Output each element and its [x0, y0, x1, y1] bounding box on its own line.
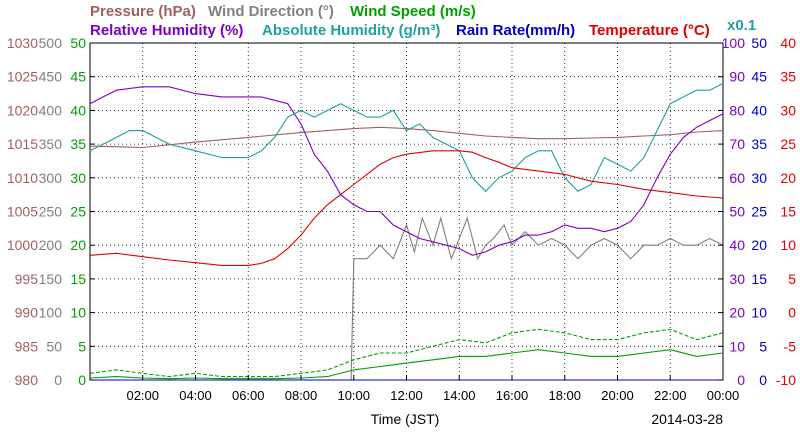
y-tick-label: 30: [729, 271, 745, 287]
y-tick-label: 25: [780, 136, 796, 152]
x-tick-label: 00:00: [707, 388, 740, 403]
y-tick-label: 5: [759, 338, 767, 354]
y-tick-label: 990: [15, 305, 39, 321]
y-tick-label: 20: [729, 305, 745, 321]
y-tick-label: 35: [70, 136, 86, 152]
legend-title: Temperature (°C): [589, 22, 710, 39]
x-tick-label: 20:00: [601, 388, 634, 403]
y-tick-label: 35: [751, 136, 767, 152]
y-tick-label: 1030: [7, 35, 38, 51]
y-tick-label: 0: [788, 305, 796, 321]
legend-title: Wind Speed (m/s): [350, 3, 476, 20]
series-line: [89, 150, 724, 266]
y-tick-label: 50: [751, 35, 767, 51]
y-tick-label: 0: [737, 372, 745, 388]
y-tick-label: 20: [70, 237, 86, 253]
legend-title: Wind Direction (°): [208, 3, 334, 20]
x-tick-label: 16:00: [496, 388, 529, 403]
axes: 9809859909951000100510101015102010251030…: [7, 35, 796, 427]
y-tick-label: 90: [729, 69, 745, 85]
legend-title: Relative Humidity (%): [90, 22, 243, 39]
x-tick-label: 06:00: [232, 388, 265, 403]
y-tick-label: 15: [70, 271, 86, 287]
x-tick-label: 10:00: [337, 388, 370, 403]
y-tick-label: 45: [70, 69, 86, 85]
y-tick-label: 5: [78, 338, 86, 354]
y-tick-label: 10: [729, 338, 745, 354]
y-tick-label: 60: [729, 170, 745, 186]
y-tick-label: 1000: [7, 237, 38, 253]
y-tick-label: 50: [46, 338, 62, 354]
y-tick-label: 40: [751, 102, 767, 118]
series-line: [89, 328, 724, 378]
legend-title: Rain Rate(mm/h): [456, 22, 575, 39]
y-tick-label: 450: [39, 69, 63, 85]
y-tick-label: 100: [39, 305, 63, 321]
y-tick-label: 20: [751, 237, 767, 253]
y-tick-label: 15: [780, 204, 796, 220]
y-tick-label: 0: [78, 372, 86, 388]
legend-title: Absolute Humidity (g/m³): [262, 22, 440, 39]
y-tick-label: 40: [70, 102, 86, 118]
y-tick-label: 10: [751, 305, 767, 321]
y-tick-label: 20: [780, 170, 796, 186]
rain-scale-note: x0.1: [727, 17, 756, 34]
y-tick-label: 50: [70, 35, 86, 51]
y-tick-label: 40: [780, 35, 796, 51]
y-tick-label: 10: [780, 237, 796, 253]
y-tick-label: 400: [39, 102, 63, 118]
x-tick-label: 22:00: [654, 388, 687, 403]
y-tick-label: 350: [39, 136, 63, 152]
date-label: 2014-03-28: [651, 411, 723, 427]
series-line: [90, 216, 724, 381]
y-tick-label: 10: [70, 305, 86, 321]
series-line: [89, 86, 724, 256]
y-tick-label: 40: [729, 237, 745, 253]
y-tick-label: 995: [15, 271, 39, 287]
y-tick-label: 5: [788, 271, 796, 287]
y-tick-label: 35: [780, 69, 796, 85]
y-tick-label: 0: [54, 372, 62, 388]
y-tick-label: 1015: [7, 136, 38, 152]
y-tick-label: 150: [39, 271, 63, 287]
y-tick-label: 980: [15, 372, 39, 388]
y-tick-label: 30: [751, 170, 767, 186]
x-tick-label: 14:00: [443, 388, 476, 403]
y-tick-label: 70: [729, 136, 745, 152]
y-tick-label: 1020: [7, 102, 38, 118]
y-tick-label: -5: [784, 338, 797, 354]
y-tick-label: 300: [39, 170, 63, 186]
y-tick-label: 0: [759, 372, 767, 388]
x-tick-label: 12:00: [390, 388, 423, 403]
x-tick-label: 02:00: [126, 388, 159, 403]
y-tick-label: 1010: [7, 170, 38, 186]
y-tick-label: 200: [39, 237, 63, 253]
y-tick-label: 80: [729, 102, 745, 118]
series-line: [89, 126, 724, 149]
y-tick-label: 1025: [7, 69, 38, 85]
y-tick-label: 500: [39, 35, 63, 51]
y-tick-label: 30: [780, 102, 796, 118]
y-tick-label: 1005: [7, 204, 38, 220]
x-tick-label: 18:00: [548, 388, 581, 403]
x-axis-label: Time (JST): [371, 411, 440, 427]
x-tick-label: 08:00: [285, 388, 318, 403]
y-tick-label: -10: [776, 372, 796, 388]
y-tick-label: 100: [722, 35, 746, 51]
x-tick-label: 04:00: [179, 388, 212, 403]
grid-lines: [90, 43, 723, 380]
y-tick-label: 250: [39, 204, 63, 220]
legend: Pressure (hPa) Wind Direction (°) Wind Spe…: [90, 3, 756, 39]
y-tick-label: 15: [751, 271, 767, 287]
y-tick-label: 45: [751, 69, 767, 85]
y-tick-label: 50: [729, 204, 745, 220]
legend-title: Pressure (hPa): [90, 3, 196, 20]
y-tick-label: 25: [70, 204, 86, 220]
y-tick-label: 25: [751, 204, 767, 220]
series-line: [89, 82, 724, 193]
y-tick-label: 30: [70, 170, 86, 186]
y-tick-label: 985: [15, 338, 39, 354]
